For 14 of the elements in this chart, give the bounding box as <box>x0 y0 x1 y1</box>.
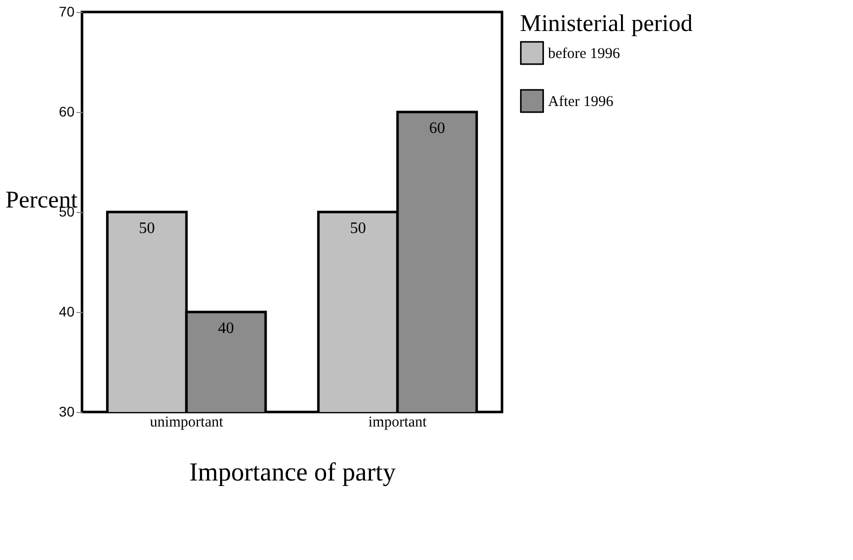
data-label: 50 <box>350 220 366 237</box>
y-tick-label: 70 <box>58 4 75 20</box>
x-tick-label: important <box>368 414 428 430</box>
legend-title: Ministerial period <box>520 11 693 37</box>
data-label: 40 <box>218 320 234 337</box>
x-tick-label: unimportant <box>150 414 224 430</box>
legend-label: After 1996 <box>548 94 614 110</box>
y-tick-label: 60 <box>58 104 75 120</box>
y-tick-label: 30 <box>58 404 75 420</box>
y-tick-label: 40 <box>58 304 75 320</box>
legend-label: before 1996 <box>548 46 621 62</box>
data-label: 60 <box>429 120 446 137</box>
data-label: 50 <box>138 220 155 237</box>
x-axis-title: Importance of party <box>189 458 396 486</box>
